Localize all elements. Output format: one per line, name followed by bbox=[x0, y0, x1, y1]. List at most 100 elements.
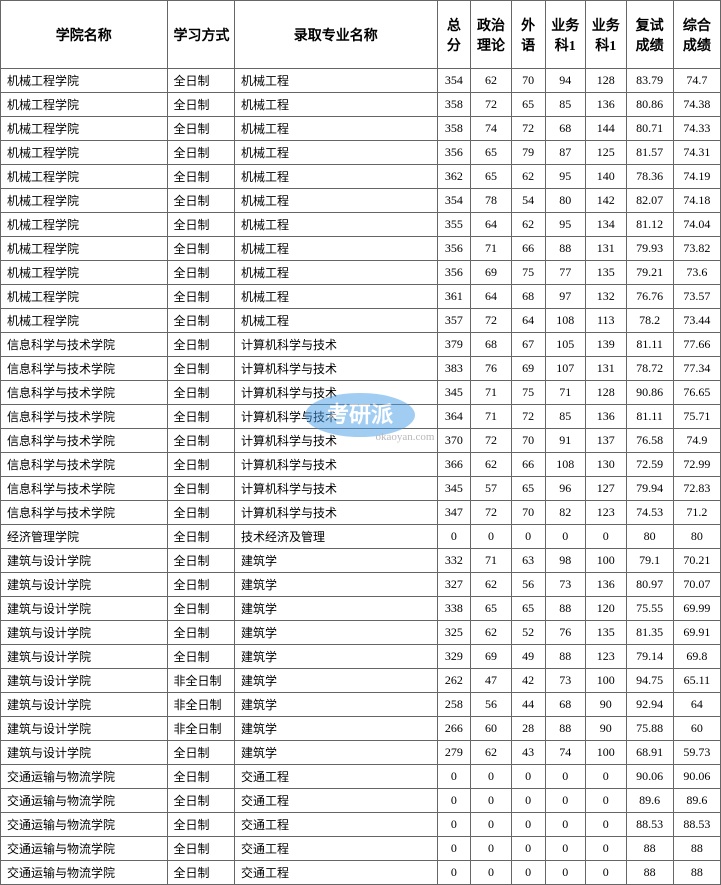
cell-major: 技术经济及管理 bbox=[235, 525, 438, 549]
cell-subj2: 0 bbox=[586, 837, 627, 861]
cell-total: 383 bbox=[437, 357, 471, 381]
cell-total: 362 bbox=[437, 165, 471, 189]
table-row: 信息科学与技术学院全日制计算机科学与技术34557659612779.9472.… bbox=[1, 477, 721, 501]
cell-total: 0 bbox=[437, 861, 471, 885]
cell-subj1: 87 bbox=[545, 141, 586, 165]
cell-subj2: 128 bbox=[586, 381, 627, 405]
cell-subj1: 0 bbox=[545, 765, 586, 789]
cell-politics: 69 bbox=[471, 645, 512, 669]
cell-total: 370 bbox=[437, 429, 471, 453]
cell-foreign: 62 bbox=[511, 213, 545, 237]
cell-retest: 92.94 bbox=[626, 693, 673, 717]
cell-retest: 74.53 bbox=[626, 501, 673, 525]
cell-mode: 全日制 bbox=[167, 525, 235, 549]
table-row: 机械工程学院全日制机械工程35872658513680.8674.38 bbox=[1, 93, 721, 117]
cell-mode: 全日制 bbox=[167, 69, 235, 93]
cell-college: 建筑与设计学院 bbox=[1, 741, 168, 765]
header-final: 综合成绩 bbox=[673, 1, 720, 69]
cell-subj1: 73 bbox=[545, 573, 586, 597]
cell-mode: 全日制 bbox=[167, 477, 235, 501]
cell-subj2: 100 bbox=[586, 669, 627, 693]
cell-major: 计算机科学与技术 bbox=[235, 405, 438, 429]
cell-college: 机械工程学院 bbox=[1, 165, 168, 189]
cell-mode: 全日制 bbox=[167, 453, 235, 477]
cell-subj2: 90 bbox=[586, 717, 627, 741]
cell-college: 信息科学与技术学院 bbox=[1, 381, 168, 405]
cell-major: 建筑学 bbox=[235, 693, 438, 717]
cell-mode: 全日制 bbox=[167, 861, 235, 885]
cell-total: 379 bbox=[437, 333, 471, 357]
cell-college: 机械工程学院 bbox=[1, 261, 168, 285]
cell-subj2: 142 bbox=[586, 189, 627, 213]
cell-foreign: 67 bbox=[511, 333, 545, 357]
cell-mode: 全日制 bbox=[167, 429, 235, 453]
cell-total: 329 bbox=[437, 645, 471, 669]
cell-subj2: 136 bbox=[586, 573, 627, 597]
cell-final: 80 bbox=[673, 525, 720, 549]
cell-major: 机械工程 bbox=[235, 189, 438, 213]
cell-college: 机械工程学院 bbox=[1, 309, 168, 333]
cell-mode: 全日制 bbox=[167, 309, 235, 333]
cell-subj2: 123 bbox=[586, 645, 627, 669]
cell-college: 信息科学与技术学院 bbox=[1, 357, 168, 381]
cell-major: 机械工程 bbox=[235, 309, 438, 333]
cell-major: 交通工程 bbox=[235, 813, 438, 837]
cell-subj2: 125 bbox=[586, 141, 627, 165]
cell-college: 机械工程学院 bbox=[1, 189, 168, 213]
cell-final: 74.38 bbox=[673, 93, 720, 117]
cell-foreign: 66 bbox=[511, 237, 545, 261]
cell-major: 计算机科学与技术 bbox=[235, 357, 438, 381]
table-row: 建筑与设计学院全日制建筑学33865658812075.5569.99 bbox=[1, 597, 721, 621]
cell-major: 建筑学 bbox=[235, 621, 438, 645]
cell-politics: 71 bbox=[471, 381, 512, 405]
cell-subj2: 131 bbox=[586, 357, 627, 381]
cell-politics: 71 bbox=[471, 549, 512, 573]
cell-total: 266 bbox=[437, 717, 471, 741]
cell-subj1: 105 bbox=[545, 333, 586, 357]
cell-foreign: 28 bbox=[511, 717, 545, 741]
table-row: 机械工程学院全日制机械工程36265629514078.3674.19 bbox=[1, 165, 721, 189]
cell-subj2: 137 bbox=[586, 429, 627, 453]
cell-retest: 83.79 bbox=[626, 69, 673, 93]
cell-major: 机械工程 bbox=[235, 117, 438, 141]
cell-college: 建筑与设计学院 bbox=[1, 621, 168, 645]
cell-subj1: 77 bbox=[545, 261, 586, 285]
cell-subj1: 0 bbox=[545, 861, 586, 885]
cell-subj2: 100 bbox=[586, 741, 627, 765]
cell-retest: 81.57 bbox=[626, 141, 673, 165]
cell-retest: 68.91 bbox=[626, 741, 673, 765]
cell-retest: 88 bbox=[626, 837, 673, 861]
cell-subj2: 90 bbox=[586, 693, 627, 717]
table-row: 机械工程学院全日制机械工程35665798712581.5774.31 bbox=[1, 141, 721, 165]
cell-major: 机械工程 bbox=[235, 261, 438, 285]
cell-major: 机械工程 bbox=[235, 165, 438, 189]
cell-total: 358 bbox=[437, 117, 471, 141]
cell-final: 74.7 bbox=[673, 69, 720, 93]
table-body: 机械工程学院全日制机械工程35462709412883.7974.7机械工程学院… bbox=[1, 69, 721, 885]
cell-subj1: 82 bbox=[545, 501, 586, 525]
cell-mode: 全日制 bbox=[167, 765, 235, 789]
cell-major: 计算机科学与技术 bbox=[235, 477, 438, 501]
cell-politics: 62 bbox=[471, 741, 512, 765]
table-row: 交通运输与物流学院全日制交通工程0000089.689.6 bbox=[1, 789, 721, 813]
cell-retest: 75.55 bbox=[626, 597, 673, 621]
cell-final: 74.9 bbox=[673, 429, 720, 453]
cell-subj1: 68 bbox=[545, 693, 586, 717]
cell-foreign: 72 bbox=[511, 405, 545, 429]
cell-mode: 全日制 bbox=[167, 213, 235, 237]
cell-final: 74.04 bbox=[673, 213, 720, 237]
cell-subj2: 128 bbox=[586, 69, 627, 93]
cell-college: 信息科学与技术学院 bbox=[1, 453, 168, 477]
cell-college: 交通运输与物流学院 bbox=[1, 765, 168, 789]
cell-politics: 65 bbox=[471, 597, 512, 621]
cell-foreign: 0 bbox=[511, 837, 545, 861]
table-row: 信息科学与技术学院全日制计算机科学与技术37072709113776.5874.… bbox=[1, 429, 721, 453]
cell-college: 建筑与设计学院 bbox=[1, 717, 168, 741]
cell-total: 338 bbox=[437, 597, 471, 621]
table-row: 机械工程学院全日制机械工程36164689713276.7673.57 bbox=[1, 285, 721, 309]
cell-foreign: 66 bbox=[511, 453, 545, 477]
cell-retest: 78.2 bbox=[626, 309, 673, 333]
cell-college: 机械工程学院 bbox=[1, 213, 168, 237]
cell-college: 交通运输与物流学院 bbox=[1, 789, 168, 813]
cell-retest: 80.86 bbox=[626, 93, 673, 117]
